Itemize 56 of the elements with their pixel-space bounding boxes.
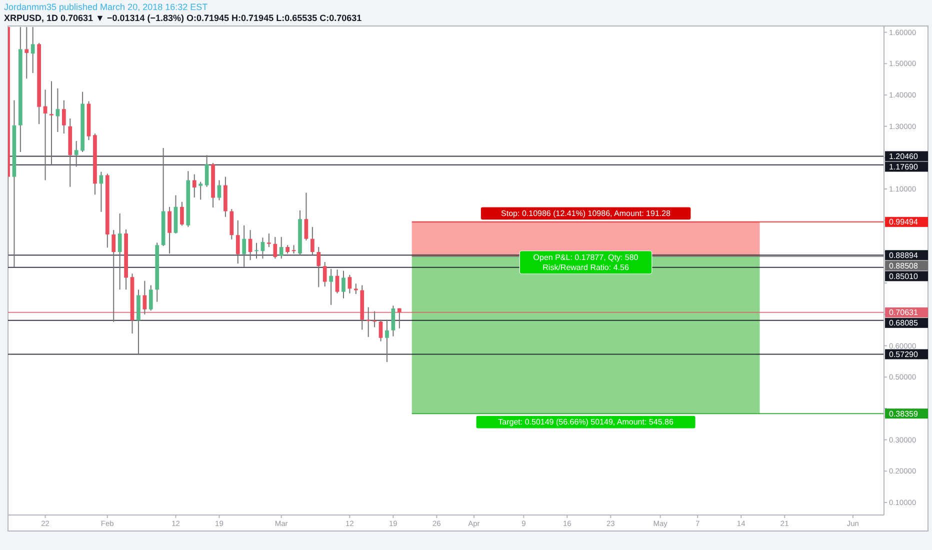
ref-line-label: 0.85010: [889, 272, 918, 281]
candlestick: [242, 224, 246, 268]
candlestick: [198, 181, 203, 200]
candlestick: [267, 233, 271, 248]
ref-line-label: 1.17690: [889, 162, 918, 172]
candlestick: [74, 140, 78, 168]
ref-line-label: 0.68085: [889, 318, 918, 328]
candlestick: [62, 100, 66, 134]
candlestick: [236, 220, 240, 264]
candlestick: [217, 180, 222, 201]
candlestick: [180, 201, 184, 226]
candlestick: [397, 308, 402, 329]
candlestick: [50, 80, 54, 165]
candlestick: [273, 236, 278, 260]
candlestick: [260, 237, 265, 260]
candlestick: [43, 89, 48, 181]
candlestick: [385, 319, 389, 363]
chart-subtitle: XRPUSD, 1D 0.70631 ▼ −0.01314 (−1.83%) O:0.71945 H:0.71945 L:0.65535 C:0.70631: [4, 13, 362, 23]
candlestick: [24, 26, 29, 80]
candlestick: [204, 154, 209, 188]
candlestick: [99, 171, 104, 212]
chart-title: Jordanmm35 published March 20, 2018 16:32 EST: [4, 2, 208, 12]
candlestick: [378, 319, 383, 342]
ref-line-label: 0.57290: [889, 350, 918, 360]
candlestick: [56, 88, 60, 132]
ref-line-label: 0.88508: [889, 261, 918, 270]
candlestick: [310, 226, 314, 256]
annotation: Open P&L: 0.17877, Qty: 580 Risk/Reward Ratio: 4.56: [533, 252, 639, 272]
candlestick: [304, 192, 308, 241]
candlestick: [316, 246, 321, 288]
ref-line-label: 0.70631: [889, 308, 918, 318]
candlestick: [322, 262, 327, 287]
ref-line-label: 0.88894: [889, 250, 918, 260]
candlestick: [30, 26, 35, 74]
candlestick: [248, 230, 252, 261]
candlestick: [348, 274, 352, 294]
candlestick: [342, 270, 346, 299]
candlestick: [354, 283, 358, 295]
annotation: Target: 0.50149 (56.66%) 50149, Amount: 545.86: [498, 418, 674, 427]
candlestick: [391, 305, 396, 337]
candlestick: [366, 306, 370, 338]
candlestick: [254, 242, 258, 260]
ref-line-label: 0.38359: [889, 409, 918, 418]
ref-line-label: 1.20460: [889, 152, 918, 162]
candlestick: [118, 212, 122, 290]
candlestick: [142, 280, 147, 315]
candlestick: [192, 174, 196, 198]
annotation: Stop: 0.10986 (12.41%) 10986, Amount: 191.28: [501, 208, 672, 218]
ref-line-label: 0.99494: [889, 218, 918, 227]
candlestick: [168, 206, 172, 254]
candlestick: [148, 284, 153, 312]
candlestick: [329, 268, 333, 306]
candlestick: [335, 269, 340, 294]
candlestick: [230, 208, 234, 240]
candlestick: [112, 230, 116, 322]
candlestick: [279, 236, 284, 260]
